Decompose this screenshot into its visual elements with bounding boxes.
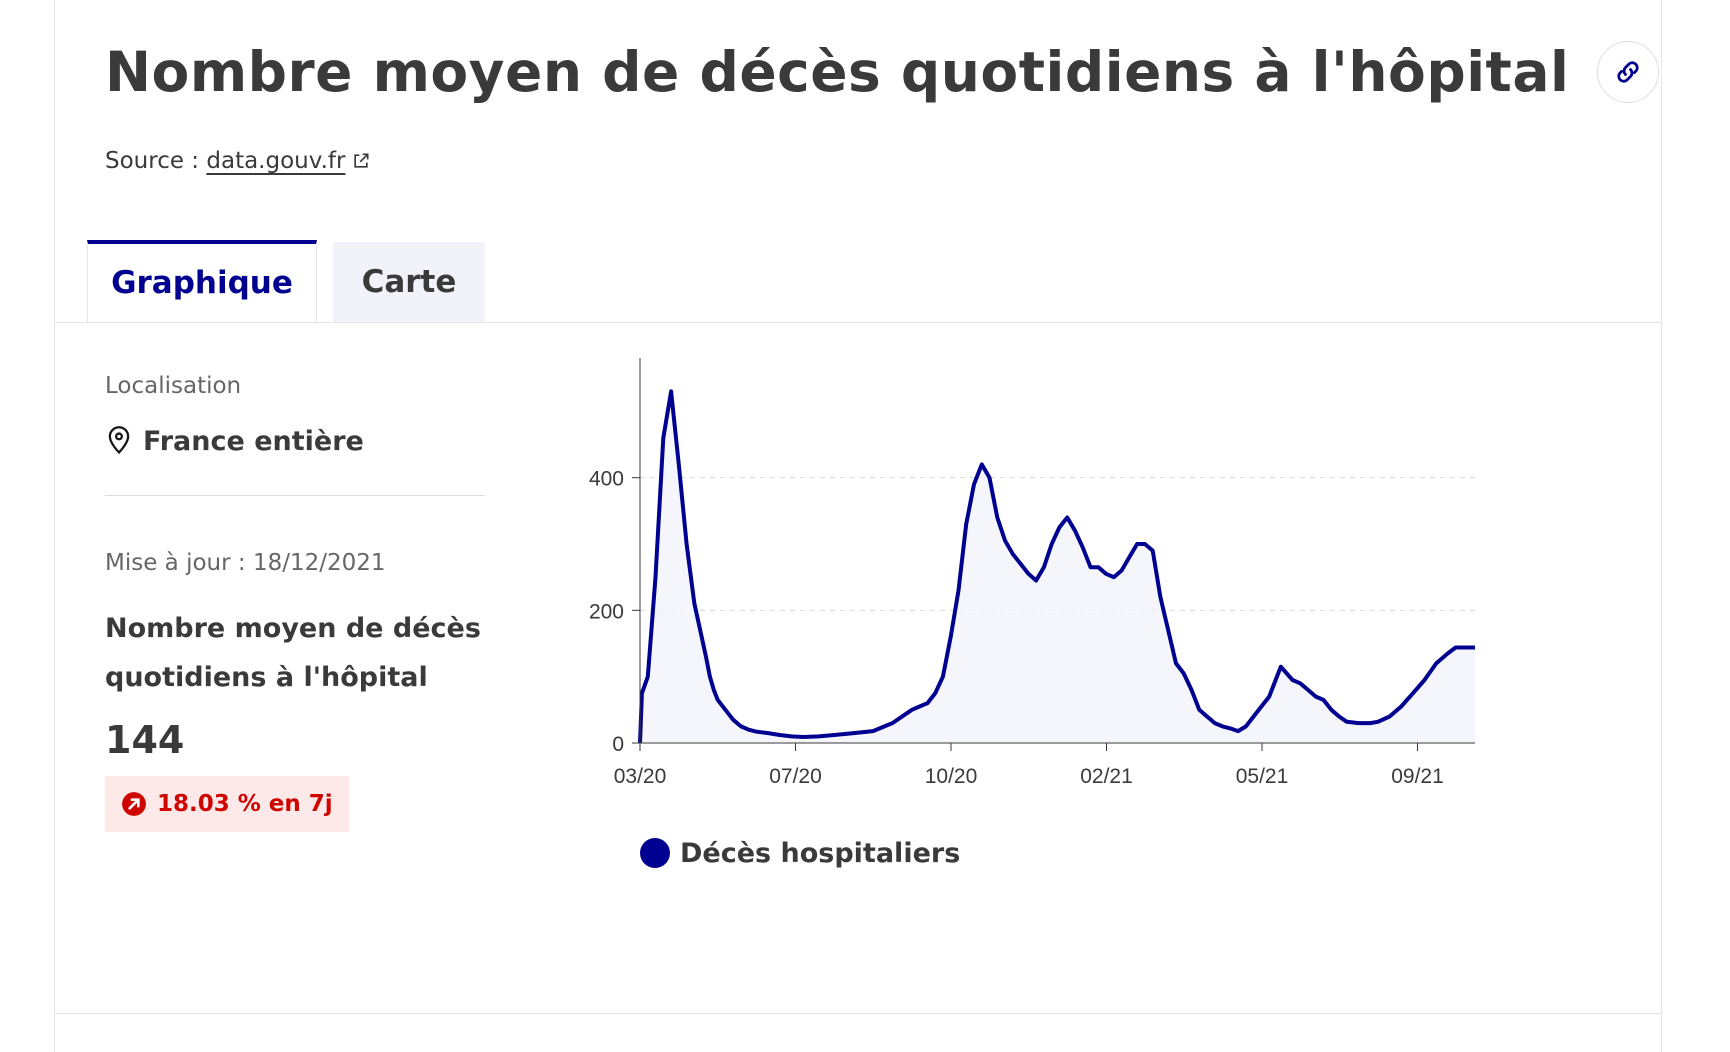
source-line: Source : data.gouv.fr [105, 148, 371, 174]
x-tick-label: 09/21 [1391, 765, 1444, 788]
y-tick-label: 200 [589, 600, 624, 623]
tab-bar: Graphique Carte [87, 240, 485, 322]
tab-graphique[interactable]: Graphique [87, 240, 317, 322]
x-tick-label: 10/20 [925, 765, 978, 788]
title-row: Nombre moyen de décès quotidiens à l'hôp… [105, 40, 1660, 104]
legend-label: Décès hospitaliers [680, 838, 960, 869]
trend-up-icon [122, 792, 146, 816]
section-divider [55, 1013, 1661, 1014]
chart-area-fill [640, 391, 1475, 743]
x-tick-label: 05/21 [1236, 765, 1289, 788]
chart-series-line [638, 389, 1475, 744]
location-value: France entière [143, 425, 364, 457]
copy-link-button[interactable] [1597, 41, 1660, 103]
info-panel: Localisation France entière Mise à jour … [105, 373, 485, 832]
y-tick-label: 400 [589, 468, 624, 491]
panel-divider [105, 495, 485, 496]
location-label: Localisation [105, 373, 242, 399]
metric-value: 144 [105, 718, 185, 762]
source-link[interactable]: data.gouv.fr [206, 148, 371, 174]
source-label: Source : [105, 148, 200, 174]
tab-divider [55, 322, 1661, 323]
external-link-icon [354, 153, 369, 168]
metric-title: Nombre moyen de décès quotidiens à l'hôp… [105, 613, 481, 693]
legend-swatch [640, 838, 670, 868]
variation-text: 18.03 % en 7j [157, 791, 333, 817]
indicator-card: Nombre moyen de décès quotidiens à l'hôp… [54, 0, 1662, 1052]
location-row: France entière [105, 425, 485, 457]
source-link-text: data.gouv.fr [206, 148, 346, 174]
page-title: Nombre moyen de décès quotidiens à l'hôp… [105, 40, 1570, 104]
tab-carte[interactable]: Carte [333, 242, 485, 322]
y-tick-label: 0 [612, 733, 624, 756]
chart-legend[interactable]: Décès hospitaliers [640, 838, 960, 869]
x-tick-label: 02/21 [1080, 765, 1133, 788]
x-tick-label: 03/20 [614, 765, 667, 788]
variation-badge: 18.03 % en 7j [105, 776, 349, 832]
chart-y-ticks: 0200400600 [589, 468, 640, 756]
chart-x-ticks: 03/20 07/20 10/20 02/21 05/21 09/21 [614, 743, 1444, 788]
deaths-chart: 0200400600 03/2007/2010/2002/2105/2109/2… [589, 358, 1475, 869]
update-date: Mise à jour : 18/12/2021 [105, 550, 386, 576]
x-tick-label: 07/20 [769, 765, 822, 788]
link-icon [1617, 61, 1639, 83]
map-pin-icon [108, 426, 130, 455]
